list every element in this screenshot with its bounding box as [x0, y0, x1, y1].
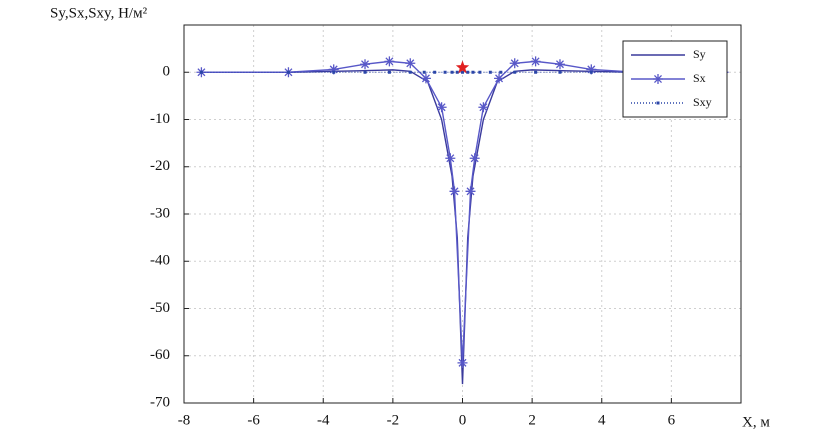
dot-marker — [471, 70, 475, 74]
dot-marker — [513, 70, 517, 74]
x-tick-label: 0 — [459, 412, 467, 428]
y-tick-label: -50 — [150, 300, 170, 316]
star-marker — [465, 186, 476, 197]
dot-marker — [443, 70, 447, 74]
legend-dot — [656, 101, 660, 105]
star-marker — [457, 357, 468, 368]
star-marker — [405, 58, 416, 69]
series-line — [201, 69, 724, 385]
dot-marker — [558, 70, 562, 74]
chart-title: Sy,Sx,Sxy, Н/м² — [50, 5, 148, 21]
dot-marker — [461, 70, 464, 74]
star-marker — [530, 56, 541, 67]
dot-marker — [363, 70, 367, 74]
star-marker — [420, 73, 431, 84]
dot-marker — [422, 70, 426, 74]
star-marker — [360, 59, 371, 70]
y-tick-label: 0 — [163, 64, 171, 80]
dot-marker — [589, 70, 593, 74]
star-marker — [494, 73, 505, 84]
star-marker — [469, 153, 480, 164]
y-tick-label: -10 — [150, 111, 170, 127]
dot-marker — [286, 70, 290, 74]
dot-marker — [455, 70, 459, 74]
x-tick-label: 6 — [668, 412, 676, 428]
legend-label: Sy — [693, 47, 706, 61]
dot-marker — [534, 70, 538, 74]
x-tick-label: 4 — [598, 412, 606, 428]
x-tick-label: -2 — [387, 412, 400, 428]
y-tick-label: -20 — [150, 158, 170, 174]
legend-label: Sx — [693, 71, 706, 85]
x-tick-label: -4 — [317, 412, 330, 428]
star-marker — [328, 64, 339, 75]
star-marker — [586, 64, 597, 75]
star-marker — [509, 58, 520, 69]
dot-marker — [499, 70, 503, 74]
star-marker — [436, 102, 447, 113]
star-marker — [445, 153, 456, 164]
y-tick-label: -60 — [150, 347, 170, 363]
star-marker — [478, 102, 489, 113]
x-tick-label: 2 — [528, 412, 536, 428]
y-tick-label: -40 — [150, 253, 170, 269]
y-tick-label: -30 — [150, 205, 170, 221]
y-tick-label: -70 — [150, 394, 170, 410]
legend-label: Sxy — [693, 95, 712, 109]
dot-marker — [466, 70, 470, 74]
x-tick-label: -8 — [178, 412, 191, 428]
x-axis-label: X, м — [742, 414, 770, 430]
dot-marker — [387, 70, 391, 74]
dot-marker — [478, 70, 482, 74]
dot-marker — [450, 70, 454, 74]
star-marker — [384, 56, 395, 67]
star-marker — [449, 186, 460, 197]
dot-marker — [488, 70, 492, 74]
dot-marker — [332, 70, 336, 74]
plot-frame — [183, 24, 742, 404]
red-star — [455, 60, 470, 74]
star-marker — [554, 59, 565, 70]
x-tick-label: -6 — [247, 412, 260, 428]
dot-marker — [408, 70, 412, 74]
dot-marker — [433, 70, 437, 74]
legend-star — [653, 74, 663, 84]
dot-marker — [199, 70, 203, 74]
